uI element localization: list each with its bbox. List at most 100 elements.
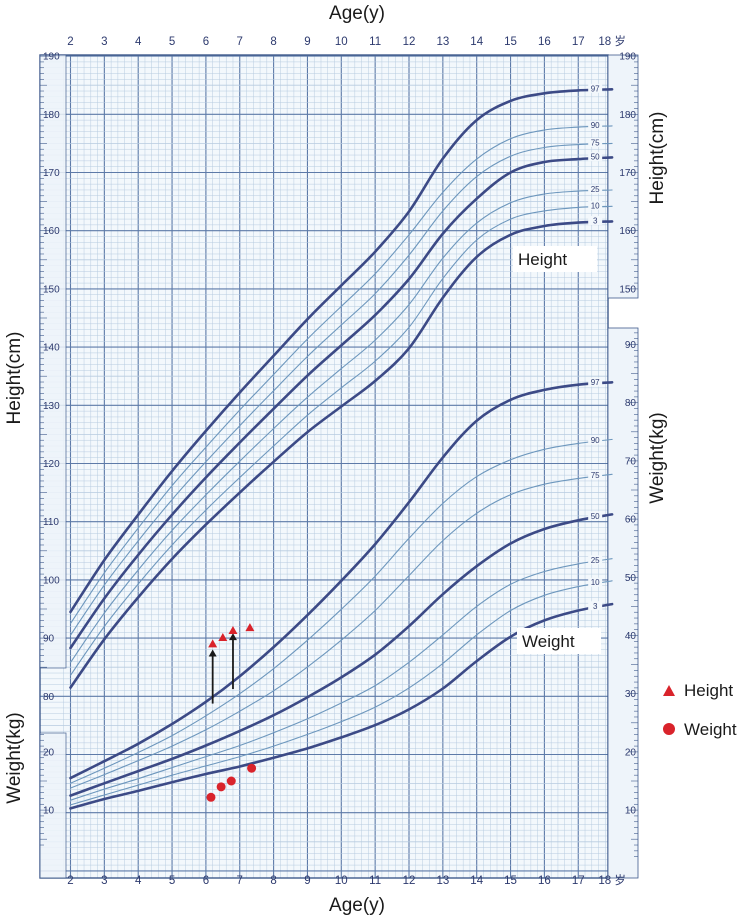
right-height-tick-label: 160: [619, 226, 636, 237]
weight-measurement-point: [247, 763, 257, 773]
height-measurement-point: [208, 639, 218, 648]
top-x-tick-label: 18 岁: [598, 34, 626, 48]
bottom-x-tick-label: 4: [135, 875, 142, 887]
bottom-x-tick-label: 18 岁: [598, 873, 626, 887]
top-x-tick-label: 7: [237, 36, 243, 48]
bottom-x-tick-label: 5: [169, 875, 175, 887]
top-x-tick-label: 10: [335, 36, 348, 48]
top-x-tick-label: 9: [304, 36, 310, 48]
weight-p50-curve: [69, 513, 614, 797]
left-height-tick-label: 130: [43, 401, 60, 412]
bottom-x-tick-label: 11: [369, 875, 381, 887]
height-p25-label: 25: [591, 185, 600, 194]
right-weight-tick-label: 70: [625, 456, 637, 467]
left-height-tick-label: 120: [43, 459, 60, 470]
top-x-tick-label: 2: [67, 36, 73, 48]
left-height-axis-title: Height(cm): [4, 332, 25, 425]
bottom-x-tick-label: 16: [538, 875, 551, 887]
top-x-tick-label: 8: [270, 36, 276, 48]
bottom-x-tick-label: 2: [67, 875, 73, 887]
weight-measurement-point: [216, 782, 226, 792]
left-height-tick-label: 150: [43, 284, 60, 295]
left-weight-tick-label: 10: [43, 806, 55, 817]
weight-p90-label-bg: [588, 435, 603, 445]
right-weight-tick-label: 90: [625, 340, 637, 351]
top-x-tick-label: 12: [403, 36, 416, 48]
right-height-tick-label: 170: [619, 168, 636, 179]
bottom-x-tick-label: 13: [436, 875, 449, 887]
weight-p25-label-bg: [588, 555, 603, 565]
weight-p97-label-bg: [588, 377, 603, 387]
height-section-label-bg: [513, 246, 597, 272]
weight-p97-label: 97: [591, 378, 600, 387]
top-x-tick-label: 17: [572, 36, 585, 48]
weight-p3-label-bg: [588, 601, 603, 611]
height-p50-curve: [69, 156, 614, 650]
height-p90-label-bg: [588, 120, 603, 130]
top-x-tick-label: 6: [203, 36, 209, 48]
top-x-tick-label: 5: [169, 36, 175, 48]
weight-p10-label: 10: [591, 578, 600, 587]
top-x-tick-label: 15: [504, 36, 517, 48]
top-x-tick-label: 11: [369, 36, 381, 48]
bottom-x-tick-label: 3: [101, 875, 107, 887]
weight-p75-label-bg: [588, 470, 603, 480]
weight-p25-label: 25: [591, 556, 600, 565]
height-p25-curve: [69, 189, 613, 664]
height-section-label: Height: [518, 250, 567, 269]
right-weight-tick-label: 50: [625, 573, 637, 584]
top-x-tick-label: 4: [135, 36, 142, 48]
height-p3-label: 3: [593, 216, 598, 225]
height-p75-curve: [69, 142, 613, 636]
right-height-axis-title: Height(cm): [647, 112, 668, 205]
height-p25-label-bg: [588, 184, 603, 194]
height-p50-label-bg: [588, 152, 603, 162]
left-weight-tick-label: 20: [43, 747, 55, 758]
bottom-x-tick-label: 12: [403, 875, 416, 887]
weight-p75-label: 75: [591, 471, 600, 480]
right-weight-tick-label: 30: [625, 689, 637, 700]
right-height-tick-label: 150: [619, 284, 636, 295]
height-p90-curve: [69, 125, 613, 625]
height-p50-label: 50: [591, 153, 600, 162]
left-height-tick-label: 80: [43, 692, 55, 703]
growth-arrowhead: [208, 649, 217, 657]
weight-p75-curve: [69, 473, 613, 789]
right-weight-axis-title: Weight(kg): [647, 412, 668, 504]
weight-p90-curve: [69, 438, 613, 784]
bottom-x-tick-label: 10: [335, 875, 348, 887]
height-p10-label: 10: [591, 201, 600, 210]
bottom-x-axis-title: Age(y): [329, 895, 385, 916]
height-measurement-point: [245, 623, 255, 632]
weight-p25-curve: [69, 558, 613, 801]
left-height-tick-label: 90: [43, 634, 55, 645]
weight-p90-label: 90: [591, 436, 600, 445]
height-measurement-point: [218, 633, 228, 642]
right-height-tick-label: 180: [619, 110, 636, 121]
height-p75-label-bg: [588, 137, 603, 147]
right-weight-tick-label: 80: [625, 398, 637, 409]
annotation-layer: [206, 623, 257, 802]
height-p10-label-bg: [588, 200, 603, 210]
right-height-axis-strip: [607, 54, 639, 299]
left-height-tick-label: 160: [43, 226, 60, 237]
top-x-axis-title: Age(y): [329, 3, 385, 24]
height-p10-curve: [69, 205, 613, 676]
height-p97-curve: [69, 88, 614, 614]
height-p75-label: 75: [591, 138, 600, 147]
right-weight-tick-label: 20: [625, 747, 637, 758]
weight-p10-curve: [69, 580, 613, 806]
section-labels: Height Weight: [513, 246, 601, 654]
right-weight-tick-label: 10: [625, 806, 637, 817]
weight-measurement-point: [206, 792, 216, 802]
bottom-x-tick-label: 9: [304, 875, 310, 887]
left-height-tick-label: 170: [43, 168, 60, 179]
legend-height-label: Height: [684, 681, 733, 700]
bottom-x-tick-label: 15: [504, 875, 517, 887]
percentile-curves: 3 10 25 50 75 90 97 3 10 25 50 75 90 97: [69, 83, 614, 810]
left-weight-axis-title: Weight(kg): [4, 712, 25, 804]
weight-section-label-bg: [517, 628, 601, 654]
weight-p50-label-bg: [588, 511, 603, 521]
bottom-x-tick-label: 8: [270, 875, 276, 887]
